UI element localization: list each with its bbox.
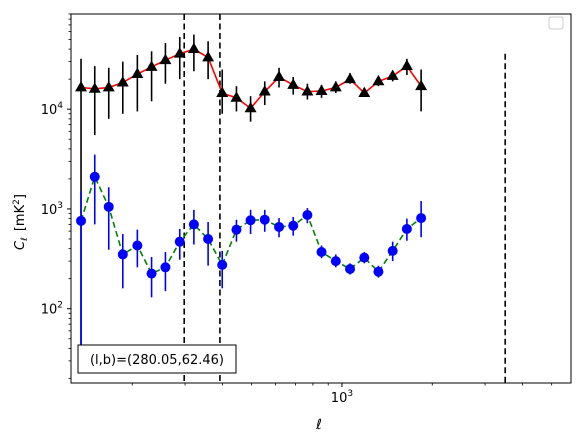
- svg-text:Cℓ[mK2]: Cℓ [mK2]: [12, 194, 30, 250]
- marker-circle-20: [345, 264, 356, 275]
- marker-circle-14: [259, 214, 270, 225]
- marker-circle-22: [373, 266, 384, 277]
- marker-triangle-11: [216, 86, 229, 97]
- x-axis-label: ℓ: [315, 417, 322, 433]
- marker-circle-5: [132, 240, 143, 251]
- marker-circle-17: [302, 209, 313, 220]
- marker-triangle-23: [386, 69, 399, 80]
- marker-triangle-10: [202, 50, 215, 62]
- annotation-box: (l,b)=(280.05,62.46): [77, 344, 237, 374]
- marker-triangle-20: [344, 72, 357, 84]
- y-tick-exp: 4: [57, 101, 63, 111]
- marker-circle-7: [160, 262, 171, 273]
- marker-circle-13: [245, 215, 256, 226]
- marker-circle-19: [330, 256, 341, 267]
- marker-circle-9: [188, 219, 199, 230]
- marker-circle-1: [76, 215, 87, 226]
- annotation-text: (l,b)=(280.05,62.46): [90, 353, 224, 368]
- y-tick-label: 103: [41, 201, 63, 218]
- marker-triangle-3: [102, 80, 115, 92]
- marker-triangle-16: [287, 78, 300, 89]
- series-2: [76, 154, 427, 361]
- marker-circle-3: [103, 201, 114, 212]
- marker-triangle-7: [159, 53, 172, 65]
- marker-triangle-9: [187, 42, 200, 54]
- y-tick-exp: 2: [57, 301, 63, 311]
- marker-circle-6: [146, 268, 157, 279]
- y-label-sub: ℓ: [20, 237, 30, 242]
- marker-triangle-25: [415, 79, 428, 91]
- marker-triangle-6: [145, 60, 158, 71]
- marker-triangle-5: [131, 67, 144, 78]
- marker-triangle-19: [329, 80, 342, 92]
- marker-triangle-18: [315, 84, 328, 95]
- axes-frame: [70, 13, 572, 384]
- y-tick-base: 10: [41, 103, 58, 118]
- marker-circle-18: [316, 247, 327, 258]
- marker-triangle-15: [273, 70, 286, 81]
- x-tick-base: 10: [331, 391, 348, 406]
- marker-circle-24: [401, 223, 412, 234]
- x-tick-label: 103: [331, 389, 353, 406]
- y-tick-exp: 3: [57, 201, 63, 211]
- marker-circle-2: [89, 171, 100, 182]
- marker-circle-4: [117, 249, 128, 260]
- y-tick-label: 102: [41, 301, 63, 318]
- y-label-unit-close: ]: [13, 194, 28, 199]
- marker-triangle-1: [75, 80, 88, 92]
- y-tick-base: 10: [41, 303, 58, 318]
- marker-circle-10: [203, 233, 214, 244]
- y-axis-label: Cℓ [mK2]: [12, 194, 30, 250]
- marker-triangle-24: [400, 59, 413, 71]
- y-tick-base: 10: [41, 203, 58, 218]
- marker-triangle-8: [173, 47, 186, 58]
- marker-circle-23: [387, 245, 398, 256]
- y-tick-label: 104: [41, 101, 64, 118]
- marker-triangle-4: [116, 76, 129, 87]
- marker-circle-21: [359, 252, 370, 263]
- y-label-unit-exp: 2: [12, 199, 22, 205]
- marker-circle-16: [288, 220, 299, 231]
- marker-triangle-13: [244, 101, 257, 113]
- marker-circle-15: [274, 221, 285, 232]
- x-tick-exp: 3: [347, 389, 353, 399]
- marker-circle-8: [174, 236, 185, 247]
- marker-triangle-22: [372, 74, 385, 86]
- plot-content: [75, 14, 506, 383]
- marker-triangle-14: [258, 85, 271, 96]
- y-label-main: C: [13, 240, 28, 250]
- legend-box: [548, 16, 564, 30]
- marker-circle-25: [416, 213, 427, 224]
- marker-circle-11: [217, 259, 228, 270]
- marker-triangle-21: [358, 86, 371, 97]
- marker-triangle-2: [88, 82, 101, 93]
- marker-triangle-12: [230, 91, 243, 102]
- y-label-unit: [mK: [13, 204, 28, 231]
- marker-circle-12: [231, 224, 242, 235]
- series-1: [75, 34, 428, 368]
- marker-triangle-17: [301, 85, 314, 96]
